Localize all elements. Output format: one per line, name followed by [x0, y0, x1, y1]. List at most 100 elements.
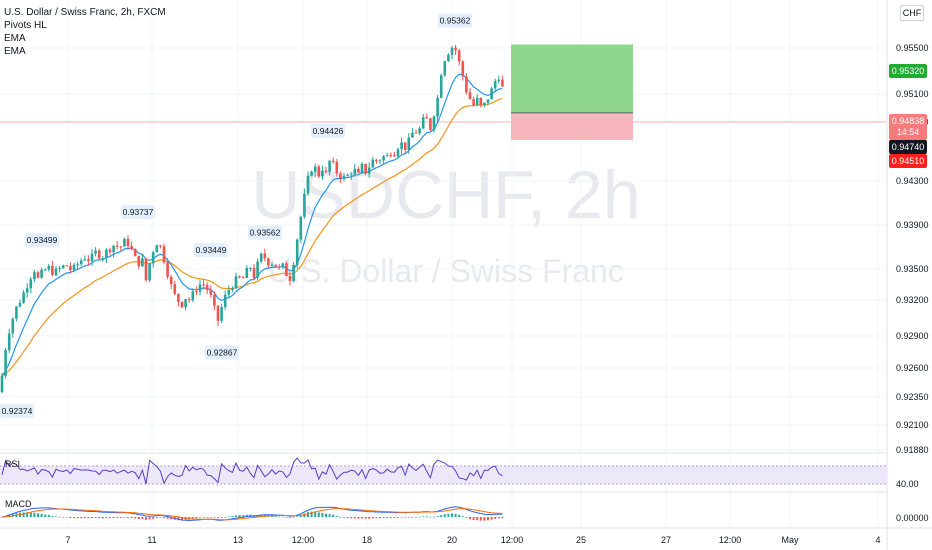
candle-body	[112, 245, 115, 253]
macd-histogram-bar	[163, 517, 165, 518]
candle-body	[195, 291, 198, 293]
candle-body	[267, 258, 270, 266]
candle-body	[249, 267, 252, 269]
candle-body	[119, 246, 123, 248]
macd-histogram-bar	[350, 517, 353, 519]
candle-body	[256, 261, 259, 278]
candle-body	[130, 245, 133, 250]
macd-histogram-bar	[465, 517, 468, 518]
symbol-watermark: USDCHF, 2h U.S. Dollar / Swiss Franc	[251, 157, 640, 289]
macd-histogram-bar	[8, 514, 11, 517]
target-price-tag-text: 0.95320	[892, 66, 925, 76]
macd-histogram-bar	[458, 514, 461, 517]
macd-level-label: 0.00000	[896, 513, 929, 523]
macd-histogram-bar	[357, 517, 360, 519]
candle-body	[465, 76, 468, 93]
macd-histogram-bar	[494, 517, 497, 519]
watermark-name: U.S. Dollar / Swiss Franc	[268, 253, 624, 289]
candle-body	[353, 168, 357, 175]
macd-histogram-bar	[227, 516, 230, 518]
price-axis[interactable]: 0.955000.951000.948000.943000.939000.935…	[886, 0, 929, 550]
candle-body	[357, 168, 360, 173]
candle-body	[105, 249, 108, 259]
candle-body	[393, 155, 396, 157]
price-tick-label: 0.93200	[896, 295, 929, 305]
indicator-ema-1[interactable]: EMA	[4, 33, 26, 44]
candle-body	[490, 88, 493, 100]
macd-histogram-bar	[26, 512, 29, 517]
currency-button[interactable]: CHF	[900, 5, 924, 21]
macd-pane: MACD 0.00000	[0, 491, 929, 523]
macd-histogram-bar	[382, 517, 385, 519]
macd-histogram-bar	[386, 517, 389, 518]
candle-body	[317, 166, 321, 177]
candle-body	[72, 264, 76, 270]
candle-body	[241, 277, 245, 279]
macd-histogram-bar	[389, 517, 392, 518]
macd-histogram-bar	[296, 516, 299, 517]
price-tick-label: 0.95100	[896, 89, 929, 99]
candle-body	[220, 307, 223, 321]
macd-histogram-bar	[199, 517, 201, 518]
stop-price-tag-box	[889, 154, 927, 168]
macd-histogram-bar	[339, 516, 342, 518]
candle-body	[414, 132, 418, 134]
candle-body	[472, 99, 475, 106]
candle-body	[335, 161, 339, 174]
macd-histogram-bar	[461, 516, 464, 517]
candle-body	[209, 290, 213, 295]
macd-histogram-bar	[285, 517, 288, 518]
candle-body	[324, 170, 328, 172]
macd-histogram-bar	[397, 517, 399, 518]
macd-histogram-bar	[443, 514, 446, 517]
price-tick-label: 0.92600	[896, 363, 929, 373]
candle-body	[461, 61, 465, 77]
position-zones[interactable]	[511, 44, 633, 141]
macd-histogram-bar	[220, 517, 223, 518]
candle-body	[342, 175, 346, 179]
candle-body	[61, 265, 65, 268]
candle-body	[18, 302, 22, 307]
candle-body	[33, 272, 36, 280]
pivot-label-box	[248, 225, 282, 240]
macd-histogram-bar	[22, 512, 25, 517]
current-price-tag-text: 14:54	[897, 127, 920, 137]
macd-histogram-bar	[411, 516, 414, 518]
chart-title[interactable]: U.S. Dollar / Swiss Franc, 2h, FXCM	[4, 7, 166, 18]
rsi-line	[1, 457, 503, 485]
ema-slow-line	[1, 98, 503, 377]
macd-histogram-bar	[134, 517, 137, 519]
candle-body	[321, 170, 324, 177]
macd-histogram-bar	[353, 517, 356, 519]
macd-histogram-bar	[166, 517, 169, 519]
candle-body	[180, 301, 184, 308]
stop-price-tag-text: 0.94510	[892, 156, 925, 166]
candle-body	[306, 175, 310, 194]
current-price-tag-box	[889, 114, 927, 140]
candle-body	[90, 253, 94, 262]
pivot-label-box	[25, 233, 59, 248]
macd-histogram-bar	[289, 517, 291, 518]
time-tick-label: 13	[233, 535, 243, 545]
candle-body	[497, 79, 501, 82]
macd-histogram-bar	[281, 516, 284, 518]
candle-body	[187, 299, 191, 301]
candle-body	[184, 299, 187, 308]
candle-body	[94, 250, 97, 254]
time-axis[interactable]: 7 11 13 12:00 18 20 12:00 25 27 12:00 May 4	[65, 535, 880, 545]
candle-body	[310, 171, 313, 176]
candle-body	[101, 258, 105, 260]
candle-body	[137, 256, 141, 267]
indicator-pivots[interactable]: Pivots HL	[4, 20, 47, 31]
candle-body	[51, 265, 54, 276]
macd-histogram-bar	[195, 517, 198, 519]
candle-body	[76, 264, 79, 266]
macd-histogram-bar	[206, 516, 209, 518]
candle-body	[407, 137, 411, 151]
candle-body	[303, 193, 306, 217]
macd-histogram-bar	[130, 517, 133, 518]
candle-body	[270, 264, 274, 266]
candle-body	[126, 238, 130, 246]
indicator-ema-2[interactable]: EMA	[4, 46, 26, 57]
